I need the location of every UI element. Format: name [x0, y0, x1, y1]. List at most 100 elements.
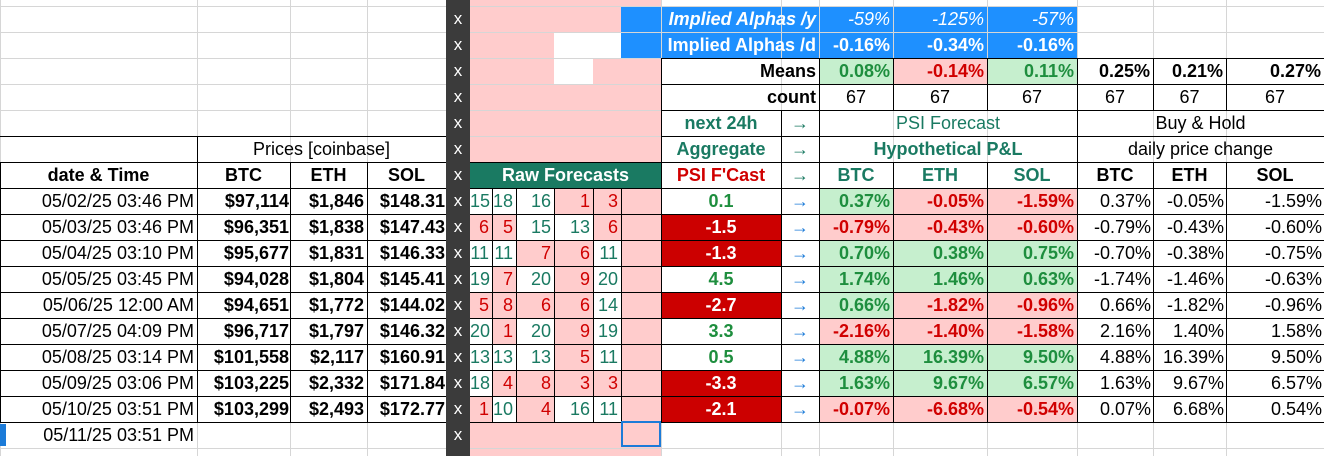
prices-coinbase-header: Prices [coinbase]	[252, 139, 391, 159]
btc-price-cell: $94,028	[223, 269, 289, 289]
arrow-fill	[781, 214, 819, 240]
grid-line	[661, 370, 1324, 371]
date-time-cell: 05/09/25 03:06 PM	[41, 373, 194, 393]
pl-cell: -0.96%	[1016, 295, 1074, 315]
raw-forecast-fill	[554, 214, 593, 240]
eth-price-cell: $1,846	[308, 191, 364, 211]
grid-line	[1226, 58, 1227, 110]
sol-price-cell: $172.77	[379, 399, 445, 419]
selected-cell[interactable]	[621, 421, 661, 447]
x-marker: x	[453, 61, 463, 80]
pl-cell: -0.43%	[926, 217, 984, 237]
raw-forecast-cell: 18	[470, 373, 491, 393]
implied-alpha-d-values-bg	[819, 32, 1077, 58]
pl-fill	[819, 292, 893, 318]
grid-line	[554, 188, 555, 422]
implied-alpha-year-value: -57%	[1031, 9, 1074, 29]
raw-forecast-cell: 16	[569, 399, 590, 419]
raw-forecast-fill	[470, 396, 492, 422]
raw-forecast-cell: 11	[599, 243, 618, 263]
pl-cell: 0.37%	[838, 191, 890, 211]
daily-price-change-header: daily price change	[1127, 139, 1274, 159]
psi-fcast-fill	[661, 292, 781, 318]
arrow-header: →	[791, 165, 809, 185]
psi-fcast-fill	[661, 396, 781, 422]
pl-fill	[987, 396, 1077, 422]
implied-alpha-year-value: -125%	[931, 9, 984, 29]
btc-price-cell: $96,351	[223, 217, 289, 237]
bh-change-cell: -0.63%	[1264, 269, 1322, 289]
arrow-cell: →	[791, 295, 809, 315]
grid-line	[661, 84, 1324, 85]
bh-change-cell: -0.70%	[1093, 243, 1151, 263]
implied-alpha-d-label-bg	[621, 32, 819, 58]
grid-line	[1226, 162, 1227, 422]
pl-cell: -1.58%	[1016, 321, 1074, 341]
pl-cell: -1.40%	[926, 321, 984, 341]
raw-forecast-cell: 13	[569, 217, 590, 237]
bh-change-cell: 9.67%	[1172, 373, 1224, 393]
raw-forecast-fill	[554, 344, 593, 370]
raw-forecast-cell: 5	[579, 347, 590, 367]
date-time-cell: 05/07/25 04:09 PM	[41, 321, 194, 341]
pl-cell: -0.79%	[832, 217, 890, 237]
grid-line	[819, 58, 820, 422]
grid-line	[0, 188, 446, 189]
raw-forecast-cell: 1	[478, 399, 489, 419]
raw-forecast-fill	[516, 292, 554, 318]
grid-line	[290, 162, 291, 422]
bh-change-cell: -0.38%	[1166, 243, 1224, 263]
grid-line	[661, 344, 1324, 345]
bh-change-cell: -1.59%	[1264, 191, 1322, 211]
means-eth-bg	[893, 58, 987, 84]
grid-line	[0, 292, 446, 293]
date-time-cell: 05/08/25 03:14 PM	[41, 347, 194, 367]
grid-line	[0, 422, 446, 423]
means-psi-value: 0.11%	[1023, 61, 1074, 81]
count-value: 67	[845, 87, 867, 107]
btc-price-header: BTC	[225, 165, 262, 185]
bh-change-cell: -0.43%	[1166, 217, 1224, 237]
raw-forecast-cell: 19	[470, 269, 491, 289]
bh-change-cell: 9.50%	[1270, 347, 1322, 367]
means-btc-bg	[819, 58, 893, 84]
pl-cell: 0.75%	[1022, 243, 1074, 263]
pl-fill	[819, 266, 893, 292]
grid-line	[0, 370, 446, 371]
grid-line	[0, 396, 446, 397]
pl-cell: 0.38%	[932, 243, 984, 263]
x-marker: x	[453, 243, 463, 262]
raw-forecast-fill	[593, 266, 621, 292]
raw-forecast-cell: 20	[530, 321, 551, 341]
raw-forecast-cell: 5	[478, 295, 489, 315]
pl-cell: -6.68%	[926, 399, 984, 419]
arrow-fill	[781, 370, 819, 396]
raw-forecast-cell: 6	[579, 295, 590, 315]
pl-fill	[819, 240, 893, 266]
btc-price-cell: $103,299	[213, 399, 289, 419]
raw-forecast-cell: 10	[492, 399, 513, 419]
grid-line	[470, 292, 661, 293]
x-marker: x	[453, 35, 463, 54]
raw-forecast-fill	[492, 188, 516, 214]
pl-cell: 0.63%	[1022, 269, 1074, 289]
arrow-cell: →	[791, 243, 809, 263]
bh-change-cell: 1.58%	[1270, 321, 1322, 341]
grid-line	[0, 448, 1324, 449]
pl-sol-header: SOL	[1013, 165, 1051, 185]
raw-forecast-fill	[470, 344, 492, 370]
pl-eth-header: ETH	[922, 165, 958, 185]
bh-change-cell: -0.75%	[1264, 243, 1322, 263]
raw-forecast-fill	[492, 370, 516, 396]
raw-forecast-cell: 11	[599, 347, 618, 367]
pl-cell: 4.88%	[838, 347, 890, 367]
sol-price-cell: $145.41	[379, 269, 445, 289]
arrow-cell: →	[791, 373, 809, 393]
grid-line	[1153, 162, 1154, 422]
bh-change-cell: 2.16%	[1099, 321, 1151, 341]
psi-fcast-fill	[661, 214, 781, 240]
bh-change-cell: 4.88%	[1099, 347, 1151, 367]
eth-price-header: ETH	[310, 165, 347, 185]
means-psi-value: 0.08%	[838, 61, 890, 81]
